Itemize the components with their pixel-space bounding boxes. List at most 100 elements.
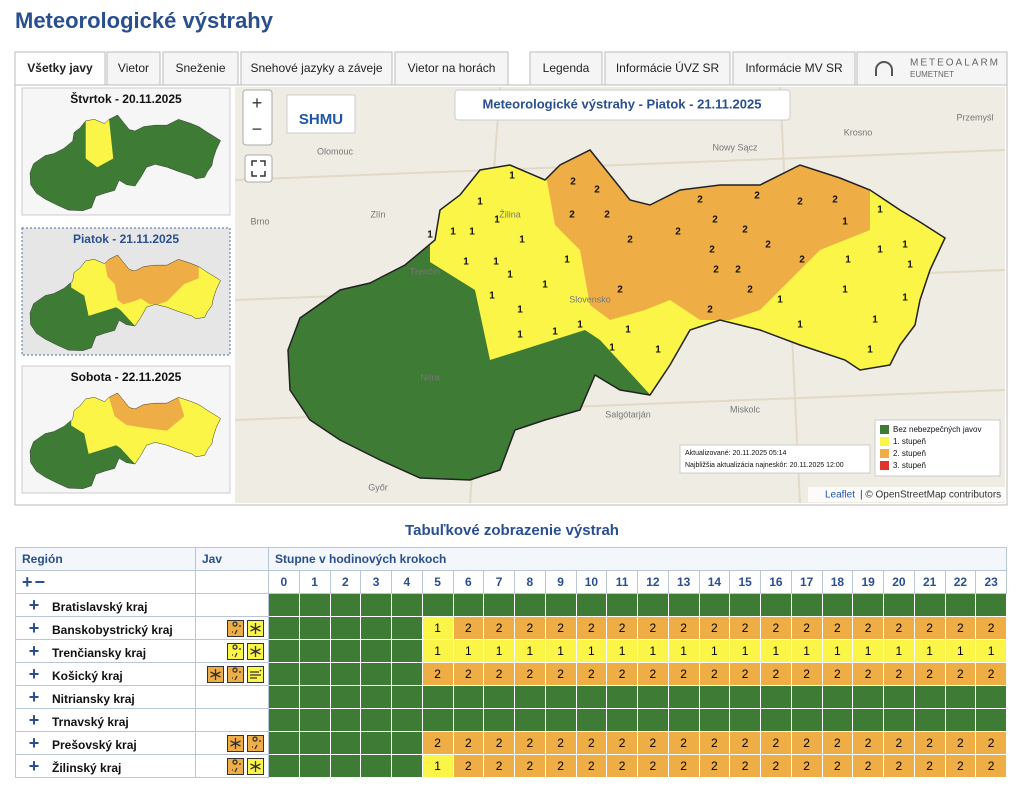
jav-icon bbox=[247, 619, 264, 637]
row-toggle[interactable]: + bbox=[28, 709, 40, 730]
glyph-path bbox=[232, 666, 241, 680]
level-cell bbox=[514, 708, 546, 732]
attribution-link[interactable]: Leaflet bbox=[825, 490, 855, 501]
tab[interactable] bbox=[240, 51, 393, 86]
level-cell: 2 bbox=[790, 754, 823, 778]
district-level: 2 bbox=[797, 197, 803, 208]
level-cell: 1 bbox=[421, 754, 454, 778]
district-level: 1 bbox=[902, 293, 908, 304]
district-level: 2 bbox=[570, 177, 576, 188]
level-cell: 2 bbox=[606, 731, 638, 755]
collapse-all[interactable]: − bbox=[34, 571, 46, 592]
region-row: + Košický kraj 2 2 2 2 2 2 2 2 2 2 2 2 2 2 2 2 2 2 2 bbox=[15, 662, 1007, 686]
tab-label[interactable]: Všetky javy bbox=[27, 61, 93, 75]
level-cell bbox=[852, 685, 884, 709]
district-level: 1 bbox=[877, 205, 883, 216]
level-cell: 2 bbox=[637, 616, 669, 640]
glyph-path bbox=[252, 735, 261, 749]
district-level: 2 bbox=[604, 210, 610, 221]
district-level: 2 bbox=[799, 255, 805, 266]
level-cell: 2 bbox=[514, 662, 546, 686]
level-cell bbox=[852, 593, 884, 617]
level-cell bbox=[452, 593, 485, 617]
row-toggle[interactable]: + bbox=[28, 640, 40, 661]
tab-label[interactable]: Sneženie bbox=[175, 61, 225, 75]
tab-label[interactable]: Snehové jazyky a záveje bbox=[250, 61, 382, 75]
attribution-box bbox=[808, 487, 1005, 502]
info-tab[interactable] bbox=[529, 51, 603, 86]
level-cell bbox=[790, 685, 823, 709]
level-cell bbox=[760, 593, 792, 617]
level-cell: 1 bbox=[913, 639, 946, 663]
info-tab-label[interactable]: Legenda bbox=[543, 61, 590, 75]
level-cell: 2 bbox=[975, 616, 1007, 640]
hour: 21 bbox=[913, 570, 946, 594]
jav-glyph bbox=[250, 622, 261, 634]
info-tab-label[interactable]: Informácie ÚVZ SR bbox=[616, 60, 720, 75]
district-level: 1 bbox=[517, 305, 523, 316]
header: Stupne v hodinových krokoch bbox=[268, 547, 1007, 571]
meteoalarm-sub: EUMETNET bbox=[910, 70, 954, 79]
district-level: 1 bbox=[867, 345, 873, 356]
tab[interactable] bbox=[106, 51, 161, 86]
tab[interactable] bbox=[14, 51, 106, 86]
place-label: Miskolc bbox=[730, 404, 761, 414]
info-tab-label[interactable]: Informácie MV SR bbox=[745, 61, 843, 75]
place-label: Olomouc bbox=[317, 146, 354, 156]
tab-label[interactable]: Vietor na horách bbox=[408, 61, 496, 75]
district-level: 1 bbox=[509, 171, 515, 182]
logo: SHMU bbox=[299, 111, 343, 128]
jav-icon bbox=[227, 619, 244, 637]
row-toggle[interactable]: + bbox=[28, 732, 40, 753]
district-level: 1 bbox=[872, 315, 878, 326]
district-level: 1 bbox=[564, 255, 570, 266]
hour: 13 bbox=[667, 570, 700, 594]
level-cell: 2 bbox=[514, 731, 546, 755]
controls: + − bbox=[15, 570, 196, 594]
level-cell bbox=[329, 685, 362, 709]
glyph-path bbox=[232, 643, 241, 657]
jav-cell bbox=[195, 616, 269, 640]
expand-all[interactable]: + bbox=[22, 571, 33, 592]
hour: 3 bbox=[360, 570, 392, 594]
level-cell: 2 bbox=[698, 754, 731, 778]
zoom-out[interactable]: − bbox=[252, 119, 263, 139]
place-label: Przemyśl bbox=[956, 112, 993, 122]
level-cell: 2 bbox=[975, 662, 1007, 686]
level-cell: 2 bbox=[483, 731, 515, 755]
level-cell: 1 bbox=[575, 639, 608, 663]
level-cell: 2 bbox=[667, 662, 700, 686]
district-level: 1 bbox=[625, 325, 631, 336]
level-cell bbox=[298, 685, 331, 709]
level-cell bbox=[483, 708, 515, 732]
legend-swatch bbox=[880, 449, 889, 458]
fullscreen-button[interactable] bbox=[244, 154, 273, 183]
jav-glyph bbox=[250, 669, 262, 679]
row-toggle[interactable]: + bbox=[28, 686, 40, 707]
hour: 5 bbox=[421, 570, 454, 594]
glyph-path bbox=[230, 737, 241, 749]
info-tab[interactable] bbox=[732, 51, 856, 86]
hour: 7 bbox=[483, 570, 515, 594]
level-cell bbox=[483, 593, 515, 617]
place-label: Slovensko bbox=[569, 294, 611, 304]
row-toggle[interactable]: + bbox=[28, 663, 40, 684]
level-cell: 2 bbox=[483, 754, 515, 778]
zoom-in[interactable]: + bbox=[252, 93, 263, 113]
level-cell bbox=[268, 662, 300, 686]
row-toggle[interactable]: + bbox=[28, 755, 40, 776]
level-cell bbox=[298, 754, 331, 778]
level-cell bbox=[852, 708, 884, 732]
glyph-path bbox=[250, 669, 262, 679]
tab-label[interactable]: Vietor bbox=[118, 61, 149, 75]
legend-swatch bbox=[880, 437, 889, 446]
attribution: | © OpenStreetMap contributors bbox=[860, 490, 1001, 501]
row-toggle[interactable]: + bbox=[28, 617, 40, 638]
jav-glyph bbox=[250, 645, 261, 657]
level-cell: 2 bbox=[852, 754, 884, 778]
level-cell bbox=[944, 593, 977, 617]
level-cell bbox=[329, 662, 362, 686]
level-cell: 2 bbox=[760, 662, 792, 686]
jav-icon bbox=[247, 734, 264, 752]
row-toggle[interactable]: + bbox=[28, 594, 40, 615]
